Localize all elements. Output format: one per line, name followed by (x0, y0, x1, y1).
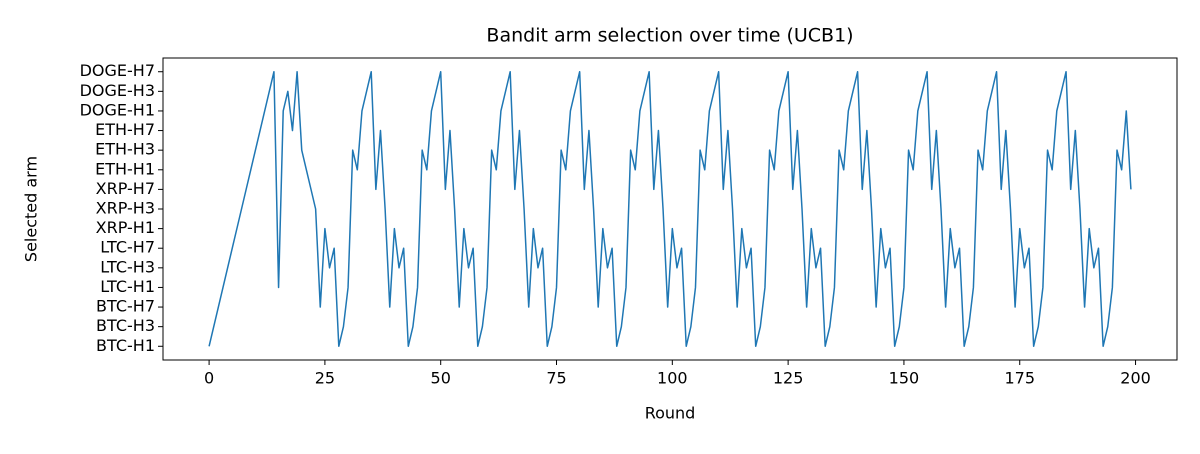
x-tick-label: 25 (315, 369, 335, 388)
y-tick-label: BTC-H1 (96, 336, 155, 355)
x-tick-label: 75 (546, 369, 566, 388)
x-tick-label: 100 (657, 369, 688, 388)
x-tick-label: 125 (773, 369, 804, 388)
x-tick-label: 0 (204, 369, 214, 388)
y-tick-label: LTC-H3 (100, 257, 155, 276)
plot-frame (162, 57, 1178, 361)
y-tick-label: ETH-H3 (95, 140, 155, 159)
y-tick-label: BTC-H3 (96, 316, 155, 335)
y-tick-label: XRP-H3 (96, 199, 155, 218)
y-tick-label: XRP-H7 (96, 179, 155, 198)
y-axis-label: Selected arm (22, 156, 41, 262)
x-tick-label: 50 (431, 369, 451, 388)
chart-title: Bandit arm selection over time (UCB1) (486, 25, 853, 47)
x-tick-label: 175 (1004, 369, 1035, 388)
x-tick-label: 150 (889, 369, 920, 388)
x-tick-label: 200 (1120, 369, 1151, 388)
x-axis-label: Round (645, 404, 696, 423)
y-tick-label: LTC-H7 (100, 238, 155, 257)
y-tick-label: ETH-H1 (95, 159, 155, 178)
y-tick-label: BTC-H7 (96, 297, 155, 316)
y-tick-label: LTC-H1 (100, 277, 155, 296)
y-tick-label: ETH-H7 (95, 120, 155, 139)
y-tick-label: DOGE-H1 (80, 100, 155, 119)
y-tick-label: DOGE-H7 (80, 61, 155, 80)
series-line (208, 70, 1132, 348)
y-tick-label: DOGE-H3 (80, 81, 155, 100)
y-tick-label: XRP-H1 (96, 218, 155, 237)
